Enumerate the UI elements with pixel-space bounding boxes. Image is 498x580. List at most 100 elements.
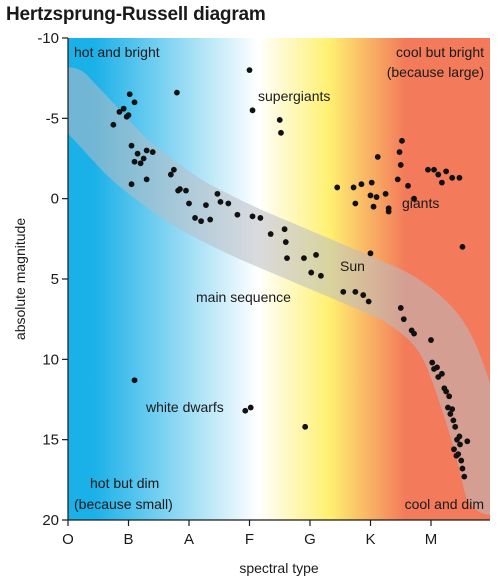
x-tick-label: A (184, 531, 194, 548)
star-point (394, 176, 401, 183)
star-point (450, 417, 457, 424)
star-point (428, 337, 434, 343)
star-point (186, 200, 192, 207)
star-point (183, 187, 189, 194)
star-point (459, 465, 466, 472)
star-point (367, 250, 374, 257)
star-point (458, 457, 465, 464)
star-point (411, 330, 417, 337)
star-point (131, 377, 138, 384)
star-point (192, 215, 198, 221)
star-point (358, 181, 365, 188)
star-point (317, 272, 324, 279)
y-tick-label: 10 (42, 351, 59, 368)
star-point (382, 190, 389, 197)
star-point (399, 137, 405, 144)
star-point (425, 166, 431, 173)
star-point (352, 200, 359, 207)
star-point (334, 184, 341, 191)
star-point (447, 411, 454, 417)
star-point (131, 158, 138, 165)
axes: -10 -5 0 5 10 15 20O B A F G K M (37, 30, 490, 548)
star-point (464, 438, 471, 445)
star-point (198, 218, 205, 225)
y-axis-label: absolute magnitude (12, 218, 28, 340)
star-point (360, 292, 367, 298)
star-point (257, 215, 264, 221)
main-sequence-band (68, 67, 490, 515)
x-tick-label: B (123, 531, 133, 548)
star-point (137, 160, 144, 167)
star-point (443, 388, 450, 395)
region-label-hot-dim-1: hot but dim (90, 475, 159, 491)
star-point (301, 255, 307, 262)
star-point (276, 117, 283, 123)
star-point (438, 370, 445, 377)
region-label-hot-bright: hot and bright (74, 44, 160, 60)
star-point (411, 195, 417, 202)
star-point (352, 288, 359, 295)
star-point (174, 89, 180, 96)
annotation-giants: giants (402, 195, 439, 211)
star-point (453, 452, 460, 459)
chart-title: Hertzsprung-Russell diagram (6, 4, 266, 25)
star-point (459, 243, 466, 250)
star-point (143, 176, 150, 183)
star-point (242, 407, 249, 414)
y-tick-label: -5 (46, 110, 59, 127)
star-point (431, 166, 437, 173)
star-point (247, 404, 254, 411)
star-point (120, 105, 127, 112)
star-point (167, 171, 174, 178)
star-point (313, 252, 319, 258)
star-point (281, 226, 288, 233)
star-point (217, 198, 224, 205)
star-point (443, 168, 450, 175)
star-point (110, 121, 117, 128)
star-point (278, 129, 284, 136)
star-point (397, 162, 404, 168)
star-point (140, 155, 147, 162)
star-point (373, 194, 380, 200)
y-tick-label: 20 (42, 512, 59, 529)
star-point (456, 174, 463, 181)
star-point (340, 288, 347, 295)
star-point (302, 423, 309, 430)
star-point (246, 67, 253, 74)
star-point (396, 149, 403, 155)
star-point (451, 446, 457, 453)
annotation-main-sequence: main sequence (196, 289, 291, 305)
star-point (175, 187, 182, 194)
star-point (149, 149, 156, 155)
star-point (449, 174, 456, 181)
x-tick-label: F (245, 531, 254, 548)
star-point (128, 181, 135, 188)
region-label-cool-bright-2: (because large) (387, 64, 484, 80)
star-points (110, 67, 471, 480)
star-point (350, 184, 357, 191)
y-tick-label: 0 (51, 191, 59, 208)
star-point (126, 91, 133, 98)
annotation-white-dwarfs: white dwarfs (145, 399, 224, 415)
star-point (267, 231, 274, 237)
region-label-cool-bright-1: cool but bright (396, 44, 484, 60)
plot-background (68, 38, 490, 520)
star-point (452, 423, 459, 430)
annotation-sun: Sun (340, 258, 365, 274)
star-point (249, 213, 256, 220)
x-tick-label: M (425, 531, 438, 548)
star-point (397, 305, 404, 311)
star-point (308, 269, 315, 276)
star-point (170, 166, 177, 173)
star-point (125, 112, 132, 119)
star-point (203, 202, 209, 208)
x-axis-label: spectral type (239, 560, 319, 576)
star-point (374, 153, 381, 160)
x-tick-label: G (304, 531, 316, 548)
star-point (282, 239, 289, 245)
region-label-cool-dim: cool and dim (405, 496, 484, 512)
star-point (368, 179, 375, 186)
star-point (438, 179, 445, 186)
star-point (234, 211, 241, 218)
